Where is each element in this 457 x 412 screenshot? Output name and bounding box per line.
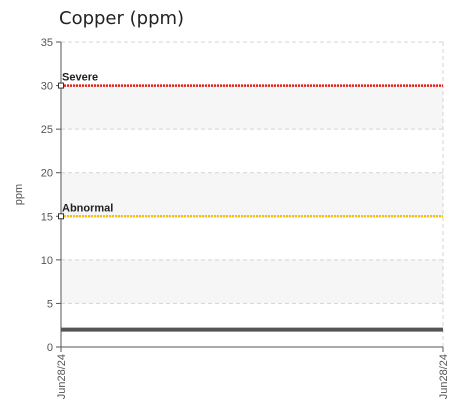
chart-title: Copper (ppm): [59, 8, 185, 29]
y-tick-label: 0: [47, 342, 53, 354]
threshold-marker: [58, 213, 64, 220]
threshold-label-abnormal: Abnormal: [62, 202, 113, 214]
y-tick-label: 35: [41, 37, 53, 49]
y-tick-label: 5: [47, 298, 53, 310]
y-axis-label: ppm: [13, 184, 25, 205]
y-tick-label: 15: [41, 211, 53, 223]
grid-band: [61, 259, 443, 304]
grid-band: [61, 172, 443, 217]
threshold-label-severe: Severe: [62, 72, 98, 84]
y-tick-label: 30: [41, 81, 53, 93]
x-tick-label: Jun28/24: [438, 354, 450, 399]
y-tick-label: 10: [41, 255, 53, 267]
x-tick-label: Jun28/24: [56, 354, 68, 399]
y-tick-label: 25: [41, 124, 53, 136]
grid-band: [61, 85, 443, 130]
threshold-marker: [58, 82, 64, 89]
y-tick-label: 20: [41, 168, 53, 180]
